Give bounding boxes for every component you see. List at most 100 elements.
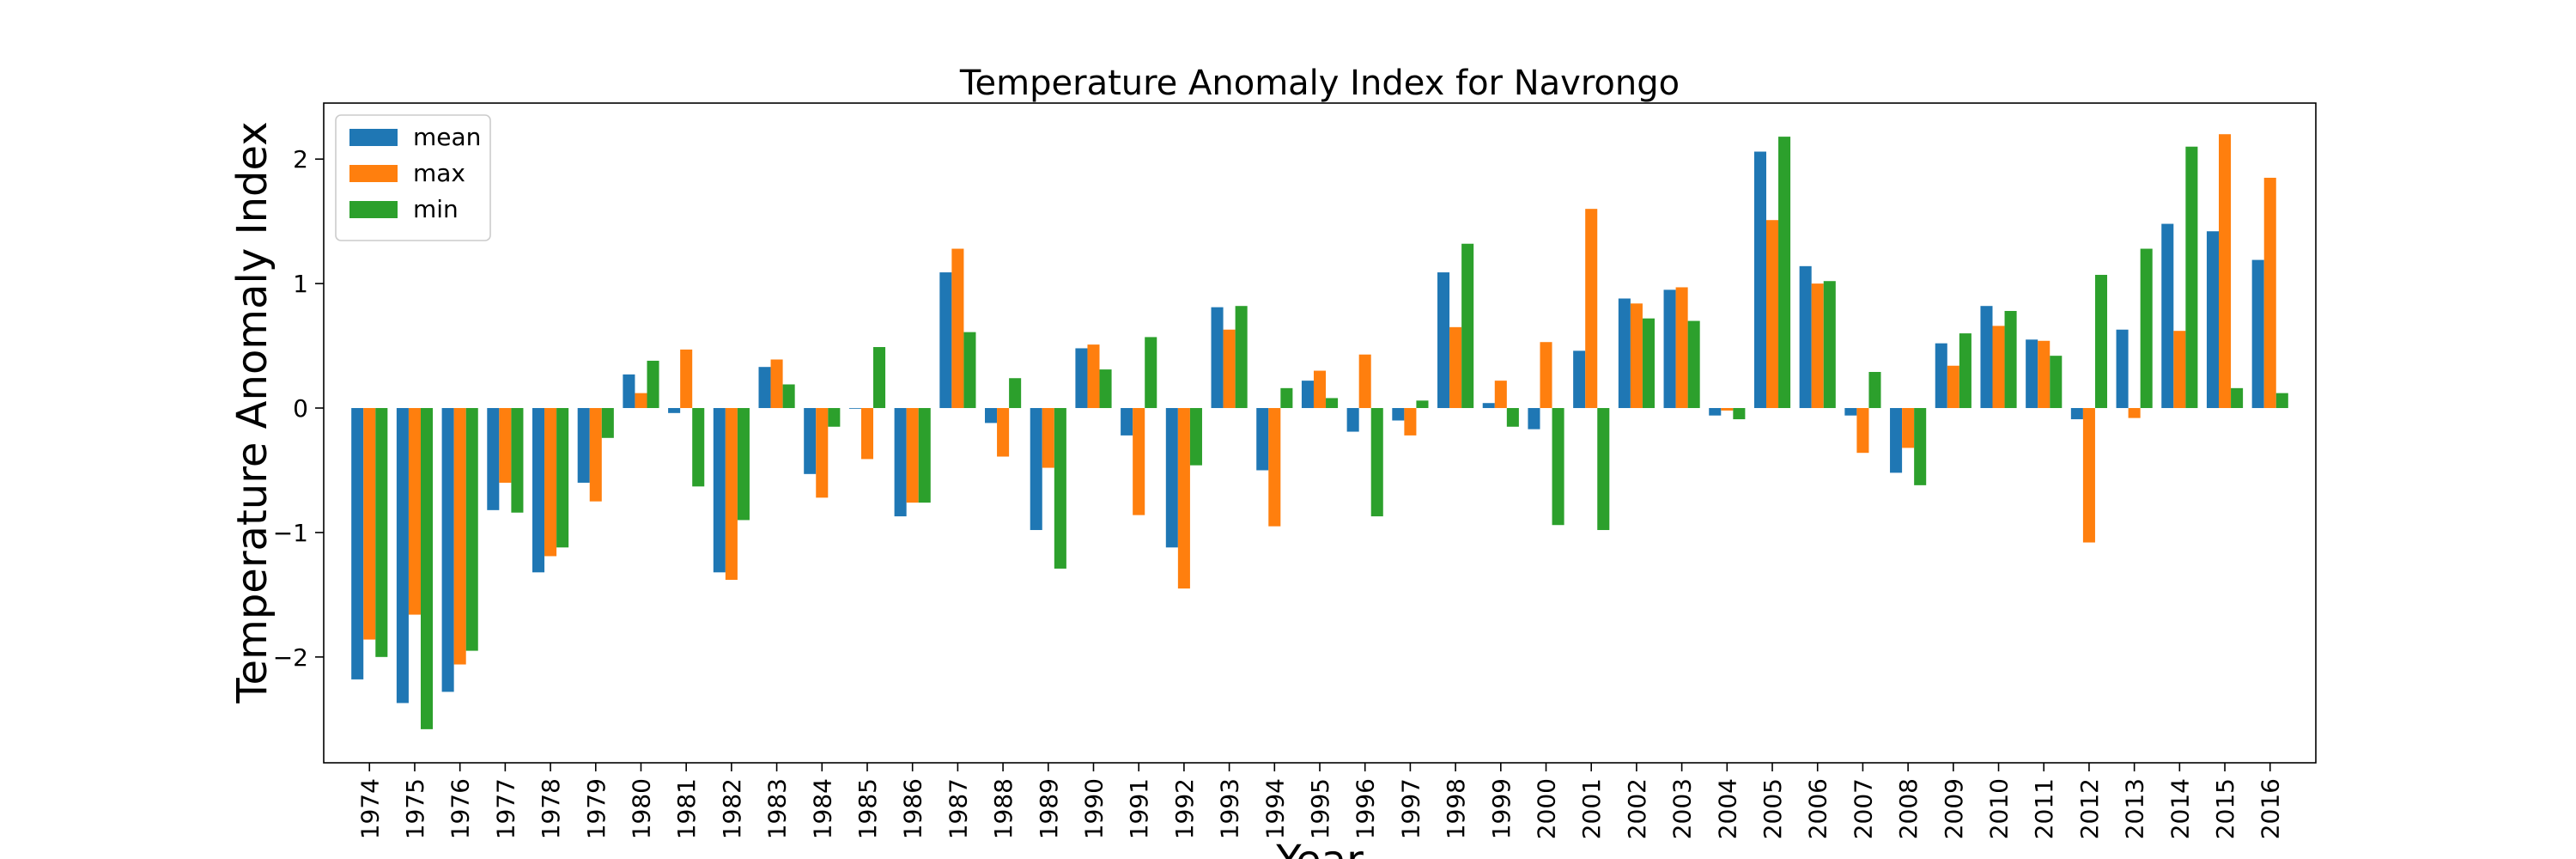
bar-min-1981 [692, 408, 705, 487]
x-tick-label: 1994 [1261, 778, 1289, 839]
bar-max-2006 [1811, 283, 1824, 409]
bar-max-2012 [2082, 408, 2095, 543]
bar-mean-1987 [939, 272, 952, 409]
bar-min-1979 [601, 408, 614, 438]
bar-mean-1979 [577, 408, 590, 483]
bar-min-1975 [420, 408, 434, 729]
x-axis-label: Year [1275, 837, 1364, 859]
bar-max-2008 [1902, 408, 1915, 448]
bar-min-1985 [873, 347, 886, 409]
bar-mean-1981 [668, 408, 681, 413]
bar-mean-1986 [894, 408, 907, 517]
bar-mean-1975 [396, 408, 409, 704]
bar-max-1986 [906, 408, 919, 503]
bar-max-1975 [408, 408, 421, 615]
bar-max-2015 [2219, 134, 2232, 409]
legend-swatch-max [349, 165, 398, 182]
bar-min-2002 [1642, 318, 1655, 409]
bar-max-1987 [951, 248, 964, 409]
bar-mean-1995 [1301, 381, 1314, 409]
bar-min-1991 [1145, 337, 1157, 409]
bar-max-1983 [770, 359, 783, 409]
bar-mean-2002 [1618, 298, 1631, 409]
bar-min-2004 [1733, 408, 1746, 420]
x-tick-label: 1999 [1487, 778, 1516, 839]
bar-mean-2004 [1709, 408, 1722, 416]
x-tick-label: 1993 [1216, 778, 1244, 839]
x-tick-label: 2009 [1940, 778, 1968, 839]
bar-mean-2009 [1935, 343, 1947, 409]
bar-mean-2014 [2161, 223, 2174, 409]
bar-mean-1996 [1346, 408, 1359, 432]
bar-mean-1982 [713, 408, 726, 573]
bar-min-1992 [1189, 408, 1202, 466]
x-tick-label: 1991 [1125, 778, 1153, 839]
bar-min-1982 [737, 408, 750, 521]
legend: mean max min [335, 114, 491, 241]
bar-max-2011 [2038, 340, 2050, 409]
bar-mean-1997 [1392, 408, 1405, 421]
bar-min-2011 [2050, 356, 2063, 409]
bar-max-1982 [725, 408, 738, 580]
y-tick-label: 0 [293, 394, 308, 423]
bar-mean-2003 [1663, 289, 1676, 409]
x-tick-label: 2004 [1713, 778, 1741, 839]
x-tick-label: 1977 [491, 778, 519, 839]
bar-min-2006 [1823, 281, 1836, 409]
bar-max-1994 [1268, 408, 1281, 527]
bar-min-2009 [1959, 333, 1971, 409]
bar-max-1997 [1404, 408, 1417, 436]
bar-min-1994 [1280, 387, 1293, 409]
bar-mean-1977 [487, 408, 500, 510]
x-tick-label: 2016 [2257, 778, 2285, 839]
x-tick-label: 2014 [2166, 778, 2194, 839]
x-tick-label: 2008 [1894, 778, 1923, 839]
bar-min-1974 [375, 408, 388, 657]
bar-mean-2015 [2206, 231, 2219, 409]
x-tick-label: 1975 [401, 778, 429, 839]
bar-min-2000 [1552, 408, 1564, 526]
y-tick-label: 2 [293, 145, 308, 174]
bar-max-2009 [1947, 365, 1959, 409]
bar-min-1990 [1099, 369, 1112, 409]
x-tick-label: 1990 [1079, 778, 1108, 839]
x-axis-ticks: 1974 1975 1976 1977 1978 1979 1980 1981 1982 1983… [355, 763, 2285, 839]
x-tick-label: 1981 [672, 778, 701, 839]
x-tick-label: 2001 [1577, 778, 1606, 839]
bar-max-1985 [860, 408, 874, 460]
bar-mean-2007 [1844, 408, 1857, 416]
chart-title: Temperature Anomaly Index for Navrongo [959, 64, 1680, 103]
x-tick-label: 2003 [1668, 778, 1697, 839]
x-tick-label: 1976 [447, 778, 475, 839]
bar-max-2005 [1765, 220, 1779, 409]
x-tick-label: 1995 [1306, 778, 1334, 839]
bar-max-1990 [1087, 344, 1100, 409]
bar-max-2001 [1585, 209, 1598, 409]
x-tick-label: 2013 [2121, 778, 2149, 839]
legend-label-mean: mean [413, 123, 481, 151]
bar-max-1996 [1358, 354, 1371, 409]
bar-mean-1974 [351, 408, 364, 679]
bar-max-1974 [363, 408, 376, 640]
bar-max-1998 [1449, 326, 1462, 409]
bar-mean-2011 [2026, 339, 2038, 409]
legend-swatch-mean [349, 129, 398, 146]
y-tick-label: −2 [273, 643, 308, 672]
bar-max-2010 [1992, 326, 2005, 409]
x-tick-label: 1986 [899, 778, 927, 839]
bar-max-2014 [2173, 331, 2186, 409]
bar-max-1993 [1223, 329, 1236, 409]
bar-min-1993 [1235, 306, 1248, 409]
legend-swatch-min [349, 201, 398, 218]
bar-min-1998 [1461, 243, 1474, 409]
bar-min-2008 [1914, 408, 1927, 485]
bar-mean-1980 [623, 374, 635, 409]
bar-mean-2008 [1890, 408, 1903, 473]
bar-max-1978 [544, 408, 557, 557]
bar-max-2000 [1540, 342, 1552, 409]
bar-min-1988 [1009, 378, 1022, 409]
bar-min-2014 [2185, 146, 2198, 409]
bar-max-1992 [1177, 408, 1190, 589]
x-tick-label: 1978 [537, 778, 565, 839]
bar-max-1999 [1494, 381, 1507, 409]
